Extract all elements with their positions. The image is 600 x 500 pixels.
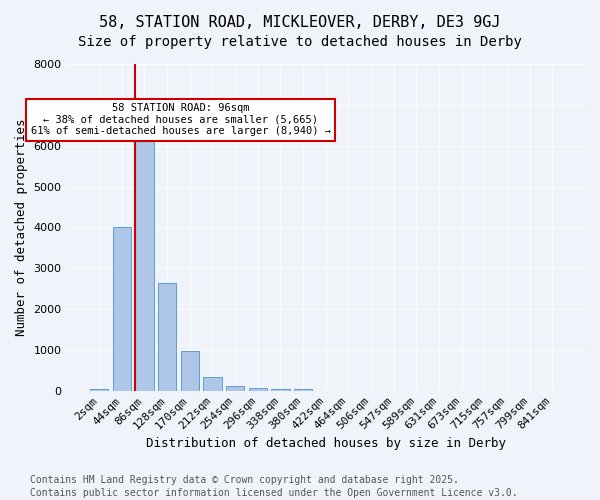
Bar <box>136 119 154 391</box>
Bar <box>90 389 108 391</box>
Bar <box>181 351 199 391</box>
Bar <box>249 388 267 391</box>
Text: 58, STATION ROAD, MICKLEOVER, DERBY, DE3 9GJ: 58, STATION ROAD, MICKLEOVER, DERBY, DE3… <box>99 15 501 30</box>
Bar <box>113 228 131 391</box>
Y-axis label: Number of detached properties: Number of detached properties <box>15 118 28 336</box>
Text: Contains HM Land Registry data © Crown copyright and database right 2025.: Contains HM Land Registry data © Crown c… <box>30 475 459 485</box>
X-axis label: Distribution of detached houses by size in Derby: Distribution of detached houses by size … <box>146 437 506 450</box>
Text: Size of property relative to detached houses in Derby: Size of property relative to detached ho… <box>78 35 522 49</box>
Text: 58 STATION ROAD: 96sqm
← 38% of detached houses are smaller (5,665)
61% of semi-: 58 STATION ROAD: 96sqm ← 38% of detached… <box>31 103 331 136</box>
Bar <box>226 386 244 391</box>
Bar <box>158 282 176 391</box>
Bar <box>271 389 290 391</box>
Text: Contains public sector information licensed under the Open Government Licence v3: Contains public sector information licen… <box>30 488 518 498</box>
Bar <box>203 377 221 391</box>
Bar <box>294 389 312 391</box>
